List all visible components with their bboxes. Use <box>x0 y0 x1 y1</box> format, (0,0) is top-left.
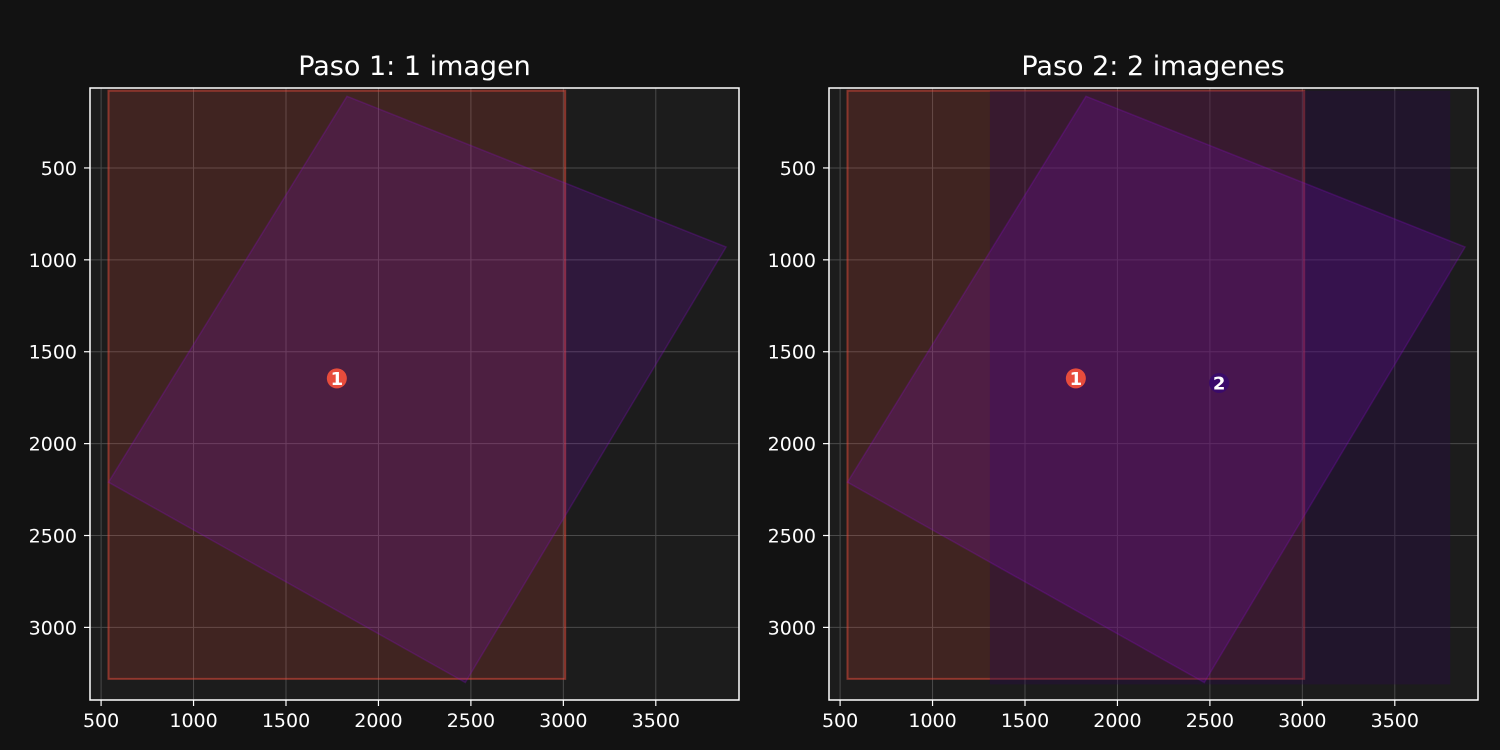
panel-step-1: Paso 1: 1 imagen 1500 1000 1500 2000 2500 300… <box>29 51 740 732</box>
plot-area <box>829 88 1478 700</box>
panel-title: Paso 1: 1 imagen <box>298 51 531 82</box>
plot-content: 1 <box>90 88 739 700</box>
image-footprint <box>846 95 1467 684</box>
image-center-marker: 1 <box>326 368 347 390</box>
y-tick-label: 2000 <box>768 434 816 456</box>
axes-frame <box>828 87 1479 701</box>
axes-frame <box>89 87 740 701</box>
x-tick-label: 500 <box>822 710 858 732</box>
marker-dot <box>1209 372 1230 393</box>
x-tick-label: 3000 <box>539 710 587 732</box>
y-tick-label: 2500 <box>768 526 816 548</box>
y-tick-label: 1500 <box>768 342 816 364</box>
panel-title: Paso 2: 2 imagenes <box>1021 51 1284 82</box>
x-tick-label: 500 <box>83 710 119 732</box>
marker-dot <box>326 368 347 389</box>
x-tick-label: 2000 <box>354 710 402 732</box>
image-center-marker: 2 <box>1209 372 1230 394</box>
marker-label: 1 <box>331 369 344 390</box>
y-tick-label: 3000 <box>29 617 77 639</box>
x-tick-label: 2000 <box>1093 710 1141 732</box>
x-tick-label: 2500 <box>1186 710 1234 732</box>
x-tick-label: 1000 <box>169 710 217 732</box>
y-tick-label: 1000 <box>29 250 77 272</box>
x-tick-label: 3500 <box>1371 710 1419 732</box>
panel-step-2: Paso 2: 2 imagenes 1 2500 1000 1500 2000 2500… <box>768 51 1479 732</box>
y-tick-label: 1000 <box>768 250 816 272</box>
x-tick-label: 3000 <box>1278 710 1326 732</box>
x-tick-label: 1500 <box>262 710 310 732</box>
image-center-marker: 1 <box>1065 368 1086 390</box>
x-tick-label: 2500 <box>447 710 495 732</box>
y-tick-label: 2000 <box>29 434 77 456</box>
marker-label: 1 <box>1070 369 1083 390</box>
marker-label: 2 <box>1213 373 1226 394</box>
y-tick-label: 2500 <box>29 526 77 548</box>
y-tick-label: 500 <box>780 158 816 180</box>
y-tick-label: 1500 <box>29 342 77 364</box>
x-tick-label: 1500 <box>1001 710 1049 732</box>
image-footprint <box>107 95 728 684</box>
y-tick-label: 3000 <box>768 617 816 639</box>
x-tick-label: 3500 <box>632 710 680 732</box>
plot-area <box>90 88 739 700</box>
x-tick-label: 1000 <box>908 710 956 732</box>
marker-dot <box>1065 368 1086 389</box>
y-tick-label: 500 <box>41 158 77 180</box>
